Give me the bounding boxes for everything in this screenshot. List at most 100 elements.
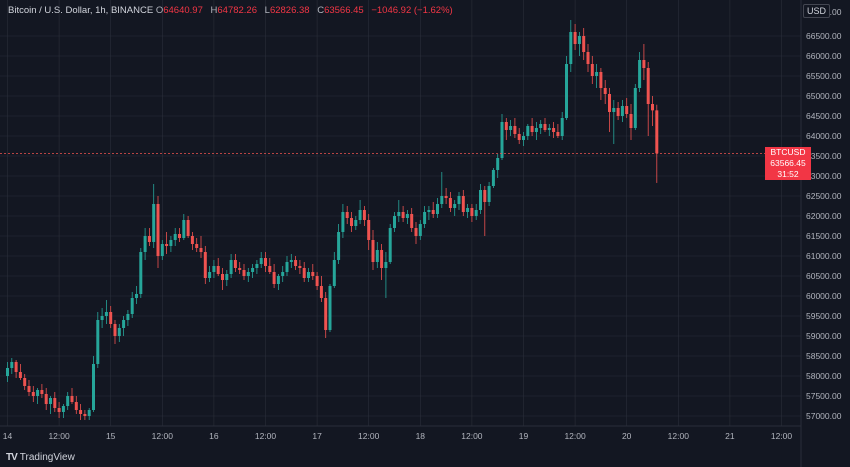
legend-high-label: H xyxy=(210,5,218,16)
candle-body xyxy=(251,268,255,272)
candle-body xyxy=(367,220,371,240)
legend-open-label: O xyxy=(155,5,164,16)
candle-body xyxy=(324,298,328,330)
price-tick-label: 62000.00 xyxy=(806,211,842,221)
candle-body xyxy=(608,94,611,112)
time-tick-label: 12:00 xyxy=(461,431,483,441)
candle-body xyxy=(10,362,14,368)
candle-body xyxy=(423,212,427,224)
candle-body xyxy=(655,110,659,154)
candle-body xyxy=(264,258,267,266)
candle-body xyxy=(53,398,57,408)
candle-body xyxy=(616,108,620,116)
candle-body xyxy=(87,410,91,416)
legend-change-value: −1046.92 (−1.62%) xyxy=(371,5,453,16)
candle-body xyxy=(203,252,207,278)
legend-symbol[interactable]: Bitcoin / U.S. Dollar, 1h, BINANCE xyxy=(8,5,154,16)
brand-name: TradingView xyxy=(19,452,75,463)
legend-open-value: 64640.97 xyxy=(163,5,203,16)
candle-body xyxy=(577,36,581,44)
candle-body xyxy=(595,72,599,76)
time-tick-label: 12:00 xyxy=(564,431,586,441)
candle-body xyxy=(586,52,590,64)
time-axis-labels[interactable]: 14 12:00 15 12:00 16 12:00 17 12:00 18 12:00 19 12:… xyxy=(3,431,793,441)
candle-body xyxy=(565,64,568,118)
candle-body xyxy=(36,390,40,396)
candle-body xyxy=(83,414,87,416)
candle-body xyxy=(552,128,556,132)
candle-body xyxy=(384,262,388,268)
candle-body xyxy=(229,260,233,274)
time-tick-label: 18 xyxy=(416,431,426,441)
candle-body xyxy=(401,212,405,218)
legend-high-value: 64782.26 xyxy=(217,5,257,16)
price-tick-label: 64500.00 xyxy=(806,111,842,121)
time-tick-label: 12:00 xyxy=(255,431,277,441)
price-tick-label: 61000.00 xyxy=(806,251,842,261)
candle-body xyxy=(294,260,298,266)
candle-body xyxy=(612,108,616,112)
candle-body xyxy=(40,390,44,394)
candle-body xyxy=(487,186,491,202)
candle-body xyxy=(466,208,470,212)
candle-body xyxy=(590,64,594,76)
candle-body xyxy=(311,272,315,276)
price-tick-label: 61500.00 xyxy=(806,231,842,241)
time-tick-label: 17 xyxy=(312,431,322,441)
candle-body xyxy=(255,264,259,268)
candle-body xyxy=(358,210,362,220)
tradingview-logo-icon: TV xyxy=(6,452,18,463)
candle-body xyxy=(500,122,504,158)
candle-body xyxy=(18,372,22,378)
candle-body xyxy=(195,244,199,248)
candle-body xyxy=(448,198,452,208)
price-tick-label: 66500.00 xyxy=(806,31,842,41)
candle-body xyxy=(504,122,508,130)
price-tick-label: 60500.00 xyxy=(806,271,842,281)
candle-body xyxy=(444,196,448,198)
tradingview-brand[interactable]: TV TradingView xyxy=(6,452,75,463)
candle-body xyxy=(393,216,396,228)
price-tick-label: 66000.00 xyxy=(806,51,842,61)
candle-body xyxy=(298,266,302,268)
candle-body xyxy=(315,276,319,286)
time-tick-label: 12:00 xyxy=(771,431,793,441)
candle-body xyxy=(328,286,332,330)
candle-body xyxy=(66,396,70,406)
price-axis-labels[interactable]: 57000.00 57500.00 58000.00 58500.00 59000.00… xyxy=(806,7,842,421)
currency-button[interactable]: USD xyxy=(802,4,830,18)
candle-body xyxy=(646,68,650,104)
price-tick-label: 59500.00 xyxy=(806,311,842,321)
candle-body xyxy=(483,190,487,202)
candle-body xyxy=(405,214,409,218)
candle-body xyxy=(513,126,517,134)
candle-body xyxy=(117,328,121,336)
candle-body xyxy=(397,212,401,216)
candle-body xyxy=(182,220,186,238)
candle-body xyxy=(418,224,422,236)
candle-body xyxy=(302,268,306,278)
time-tick-label: 20 xyxy=(622,431,632,441)
candle-body xyxy=(276,276,280,284)
candle-body xyxy=(440,196,444,204)
candle-body xyxy=(122,320,126,328)
candle-body xyxy=(147,236,151,242)
candle-body xyxy=(199,248,203,252)
candle-body xyxy=(633,88,637,128)
candle-body xyxy=(178,234,181,238)
candle-body xyxy=(272,272,276,284)
candle-body xyxy=(470,208,474,216)
candle-body xyxy=(6,368,9,376)
candle-body xyxy=(362,210,366,220)
time-tick-label: 19 xyxy=(519,431,529,441)
candle-body xyxy=(522,136,525,140)
candle-body xyxy=(238,268,242,270)
candle-body xyxy=(560,118,564,136)
time-tick-label: 12:00 xyxy=(358,431,380,441)
candle-body xyxy=(638,60,642,88)
legend-low-value: 62826.38 xyxy=(269,5,310,16)
candle-body xyxy=(173,234,177,240)
candle-body xyxy=(457,196,461,204)
candle-body xyxy=(380,250,384,268)
